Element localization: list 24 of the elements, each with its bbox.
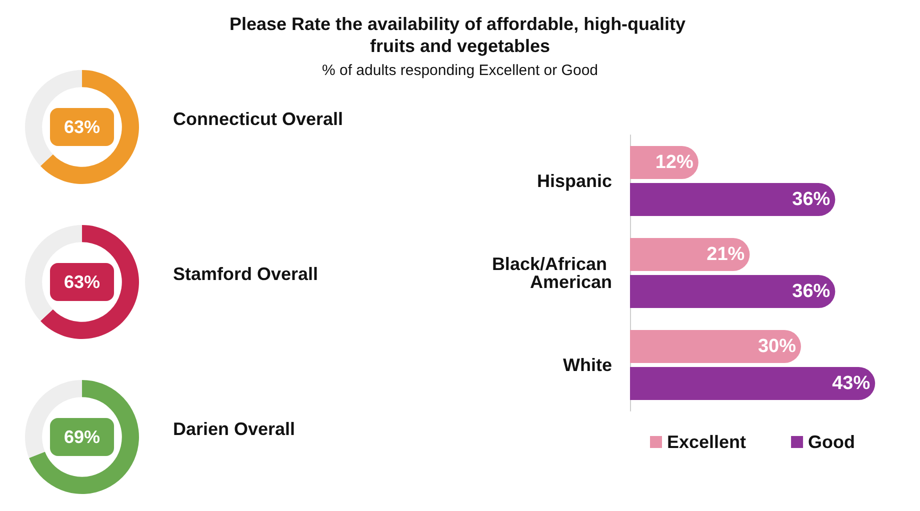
data-label: 21% <box>706 244 745 266</box>
data-label: 63% <box>64 117 100 137</box>
text: Stamford Overall <box>173 264 318 284</box>
text: Darien Overall <box>173 419 296 439</box>
text: % of adults responding Excellent or Good <box>322 62 598 79</box>
legend-label: Excellent <box>667 432 746 452</box>
y-tick-label: Hispanic <box>536 171 612 191</box>
data-label: 63% <box>64 272 100 292</box>
data-label: 43% <box>832 372 870 394</box>
data-label: 69% <box>64 427 100 447</box>
y-tick-label: Black/African American <box>492 254 612 292</box>
bar <box>630 274 836 308</box>
data-label: 30% <box>758 336 796 358</box>
legend-label: Good <box>808 432 856 452</box>
bar <box>630 182 836 216</box>
data-label: 36% <box>792 188 830 210</box>
text: Please Rate the availability of affordable, high-quality fruits and vegetables <box>229 14 691 56</box>
data-label: 12% <box>655 152 694 174</box>
bar <box>630 330 801 364</box>
text: Connecticut Overall <box>173 109 344 129</box>
y-tick-label: White <box>563 355 612 375</box>
bar <box>630 366 876 400</box>
bar <box>630 238 750 272</box>
data-label: 36% <box>792 280 830 302</box>
